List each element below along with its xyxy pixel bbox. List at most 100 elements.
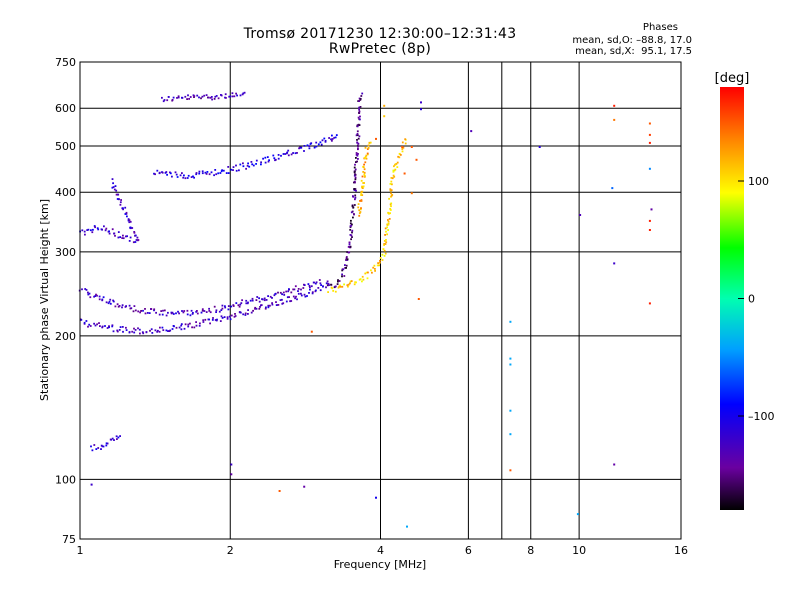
echo-point: [235, 169, 238, 172]
echo-point: [344, 264, 346, 266]
echo-point: [344, 267, 346, 269]
echo-point: [267, 295, 269, 297]
echo-point: [128, 221, 131, 224]
echo-point: [287, 149, 290, 152]
echo-point: [226, 317, 229, 320]
echo-point: [410, 146, 413, 148]
echo-point: [134, 329, 137, 331]
echo-point: [231, 92, 234, 95]
echo-point: [235, 302, 238, 304]
echo-point: [341, 285, 344, 288]
echo-point: [260, 163, 262, 166]
echo-point: [349, 245, 352, 248]
echo-point: [220, 170, 223, 173]
echo-point: [183, 174, 185, 177]
echo-point: [122, 234, 124, 237]
echo-point: [105, 227, 108, 230]
echo-point: [154, 173, 156, 176]
echo-point: [312, 281, 315, 284]
echo-point: [111, 178, 114, 180]
echo-point: [150, 308, 153, 310]
echo-point: [83, 321, 86, 324]
echo-point: [242, 165, 245, 168]
echo-point: [268, 159, 270, 162]
x-tick-label: 6: [465, 544, 472, 557]
echo-point: [352, 206, 355, 209]
echo-point: [84, 288, 87, 290]
echo-point: [119, 201, 122, 204]
echo-point: [198, 172, 201, 175]
echo-point: [245, 299, 248, 302]
echo-point: [364, 156, 367, 158]
echo-point: [346, 284, 349, 287]
echo-point: [360, 179, 363, 182]
echo-point: [151, 332, 154, 334]
stats-x-mode: mean, sd,X: 95.1, 17.5: [575, 46, 692, 57]
echo-point: [354, 168, 357, 171]
echo-point: [217, 97, 220, 100]
echo-point: [277, 154, 280, 156]
echo-point: [613, 463, 616, 466]
echo-point: [282, 291, 285, 294]
echo-point: [343, 275, 346, 277]
echo-point: [346, 251, 348, 253]
echo-point: [355, 153, 358, 156]
echo-point: [195, 173, 198, 176]
echo-point: [103, 225, 105, 228]
echo-point: [357, 145, 359, 148]
echo-point: [129, 220, 132, 223]
echo-point: [314, 282, 317, 285]
echo-point: [201, 309, 204, 312]
echo-point: [354, 196, 357, 199]
echo-point: [255, 163, 257, 165]
echo-point: [89, 296, 92, 299]
echo-point: [325, 282, 328, 285]
echo-point: [319, 282, 322, 285]
echo-point: [87, 228, 90, 231]
echo-point: [359, 208, 362, 211]
echo-point: [420, 108, 422, 111]
echo-point: [150, 328, 153, 331]
echo-point: [219, 172, 222, 174]
echo-point: [255, 299, 258, 301]
echo-point: [277, 157, 280, 160]
echo-point: [222, 169, 225, 172]
echo-point: [128, 219, 131, 222]
echo-point: [282, 302, 285, 305]
echo-point: [611, 187, 614, 190]
echo-point: [172, 96, 175, 99]
echo-point: [162, 309, 164, 312]
echo-point: [108, 232, 111, 235]
echo-point: [389, 209, 392, 211]
echo-point: [387, 223, 390, 226]
echo-point: [239, 303, 242, 306]
echo-point: [300, 294, 303, 297]
echo-point: [133, 331, 136, 334]
echo-point: [205, 94, 208, 96]
echo-point: [177, 95, 180, 98]
echo-point: [265, 299, 268, 301]
echo-point: [286, 296, 289, 299]
echo-point: [239, 311, 242, 314]
echo-point: [358, 100, 360, 102]
echo-point: [361, 194, 364, 196]
echo-point: [297, 292, 300, 295]
echo-point: [361, 190, 364, 193]
colorbar-tick-label: –100: [748, 410, 775, 423]
echo-point: [205, 311, 208, 313]
echo-point: [337, 279, 339, 281]
echo-point: [118, 329, 121, 331]
echo-point: [367, 144, 370, 147]
echo-point: [509, 409, 512, 412]
colorbar-ticks: 100 0 –100: [738, 175, 775, 423]
echo-point: [374, 268, 376, 270]
echo-point: [345, 259, 347, 261]
echo-point: [391, 194, 394, 196]
echo-point: [81, 288, 83, 291]
echo-point: [195, 321, 197, 323]
echo-point: [198, 96, 200, 99]
echo-point: [129, 226, 132, 229]
echo-point: [87, 325, 89, 328]
echo-point: [94, 226, 96, 229]
echo-point: [138, 328, 141, 331]
